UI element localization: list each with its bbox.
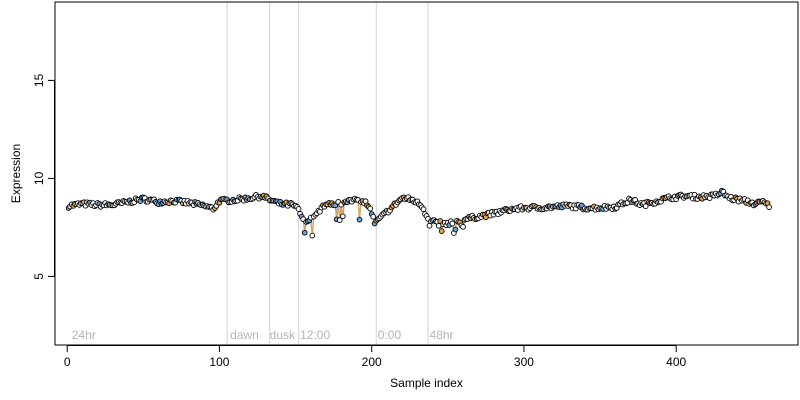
data-point-191 bbox=[356, 216, 363, 223]
data-point-178 bbox=[336, 217, 343, 223]
annotations: 24hr dawn dusk 12:00 0:00 48hr bbox=[72, 328, 454, 342]
x-tick-label-4: 400 bbox=[666, 355, 686, 369]
data-point-245 bbox=[438, 228, 445, 234]
data-point-151 bbox=[295, 206, 302, 212]
data-point-252 bbox=[449, 220, 456, 227]
x-tick-label-2: 200 bbox=[362, 355, 382, 369]
annotation-0: 24hr bbox=[72, 328, 96, 342]
annotation-5: 48hr bbox=[430, 328, 454, 342]
y-axis-title: Expression bbox=[9, 144, 23, 203]
data-point-180 bbox=[339, 213, 346, 220]
data-point-200 bbox=[370, 213, 377, 220]
vertical-reference-lines bbox=[226, 2, 429, 345]
annotation-1: dawn bbox=[230, 328, 259, 342]
data-point-160 bbox=[309, 232, 316, 239]
data-point-259 bbox=[460, 223, 466, 230]
data-point-254 bbox=[452, 226, 459, 233]
x-tick-label-0: 0 bbox=[64, 355, 71, 369]
annotation-4: 0:00 bbox=[378, 328, 402, 342]
annotation-3: 12:00 bbox=[300, 328, 330, 342]
x-axis-title: Sample index bbox=[390, 376, 463, 390]
data-point-155 bbox=[301, 229, 308, 236]
y-tick-label-0: 5 bbox=[32, 273, 46, 280]
y-axis: 5 10 15 bbox=[32, 73, 55, 280]
y-tick-label-2: 15 bbox=[32, 73, 46, 87]
annotation-2: dusk bbox=[270, 328, 296, 342]
data-point-460 bbox=[766, 204, 772, 210]
y-tick-label-1: 10 bbox=[32, 171, 46, 185]
x-axis: 0 100 200 300 400 bbox=[64, 345, 687, 369]
x-tick-label-1: 100 bbox=[209, 355, 229, 369]
data-points bbox=[65, 187, 772, 239]
plot-frame bbox=[54, 1, 799, 346]
data-point-198 bbox=[367, 205, 374, 212]
x-tick-label-3: 300 bbox=[514, 355, 534, 369]
data-point-233 bbox=[420, 206, 427, 213]
data-point-175 bbox=[332, 202, 338, 209]
